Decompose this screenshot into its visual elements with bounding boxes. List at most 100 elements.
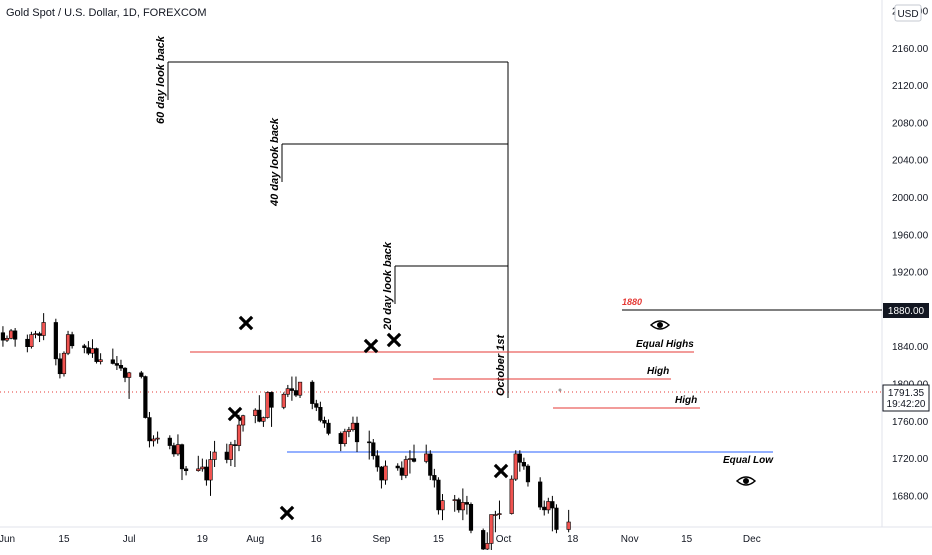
candle[interactable]	[0, 326, 6, 347]
candle[interactable]	[212, 440, 217, 467]
candle[interactable]	[171, 442, 176, 457]
candle[interactable]	[200, 458, 205, 472]
candle[interactable]	[147, 411, 152, 448]
candle[interactable]	[90, 339, 95, 358]
candle[interactable]	[98, 353, 103, 365]
candle[interactable]	[354, 416, 360, 453]
candle[interactable]	[538, 477, 543, 510]
candle[interactable]	[468, 502, 474, 534]
candle[interactable]	[375, 450, 380, 472]
candle[interactable]	[550, 495, 555, 532]
candle[interactable]	[525, 464, 531, 487]
time-axis[interactable]: Jun 15 Jul 19 Aug 16 Sep 15 Oct 18 Nov 15 Dec	[0, 534, 761, 545]
candle[interactable]	[293, 376, 299, 398]
candle[interactable]	[371, 439, 376, 460]
candle[interactable]	[29, 331, 34, 349]
candle[interactable]	[428, 450, 433, 481]
candle[interactable]	[440, 494, 445, 521]
candle[interactable]	[485, 532, 490, 550]
candle[interactable]	[183, 466, 189, 476]
candle[interactable]	[257, 395, 262, 423]
currency-selector[interactable]: USD	[894, 4, 922, 22]
candle[interactable]	[464, 495, 470, 515]
candle[interactable]	[240, 414, 246, 432]
candle[interactable]	[236, 414, 242, 452]
candle[interactable]	[110, 348, 115, 365]
candle[interactable]	[41, 313, 46, 341]
candle[interactable]	[53, 318, 58, 366]
candle[interactable]	[517, 450, 522, 472]
candle[interactable]	[554, 504, 559, 534]
candle[interactable]	[338, 431, 343, 452]
candle[interactable]	[297, 381, 303, 398]
candle[interactable]	[143, 375, 148, 419]
candle[interactable]	[542, 500, 547, 516]
candle[interactable]	[285, 384, 290, 398]
candle[interactable]	[350, 416, 356, 432]
candle[interactable]	[232, 439, 238, 467]
candle[interactable]	[342, 428, 347, 447]
candle[interactable]	[86, 341, 91, 356]
candle[interactable]	[228, 441, 233, 467]
candle[interactable]	[118, 359, 124, 371]
candle[interactable]	[139, 370, 144, 379]
candle[interactable]	[456, 497, 461, 513]
candle[interactable]	[224, 443, 229, 464]
candle[interactable]	[281, 392, 286, 410]
candle[interactable]	[493, 510, 498, 533]
candle[interactable]	[383, 460, 388, 485]
candles[interactable]	[0, 313, 571, 555]
candle[interactable]	[65, 330, 71, 356]
candle[interactable]	[310, 380, 315, 410]
candle[interactable]	[399, 461, 404, 481]
candle[interactable]	[179, 443, 185, 481]
candle[interactable]	[497, 500, 502, 520]
candle[interactable]	[8, 328, 14, 340]
candle[interactable]	[70, 331, 75, 349]
candle[interactable]	[546, 497, 551, 514]
candle[interactable]	[403, 455, 408, 479]
candle[interactable]	[4, 335, 10, 343]
candle[interactable]	[37, 331, 42, 343]
candle[interactable]	[521, 457, 526, 470]
candle[interactable]	[452, 494, 457, 512]
candle[interactable]	[289, 376, 295, 401]
candle[interactable]	[82, 343, 87, 354]
candle[interactable]	[318, 401, 323, 423]
candle[interactable]	[424, 444, 429, 464]
candle[interactable]	[155, 431, 160, 444]
candle[interactable]	[208, 451, 213, 496]
candle[interactable]	[57, 353, 63, 379]
candle[interactable]	[395, 463, 400, 471]
candle[interactable]	[122, 367, 128, 383]
candle[interactable]	[411, 444, 417, 463]
candle[interactable]	[314, 399, 319, 412]
candle[interactable]	[253, 408, 258, 424]
candle[interactable]	[481, 528, 486, 551]
candle[interactable]	[167, 435, 172, 450]
candle[interactable]	[379, 466, 384, 489]
candle[interactable]	[322, 416, 327, 428]
candle[interactable]	[436, 477, 441, 515]
candle[interactable]	[432, 468, 437, 488]
candle[interactable]	[175, 434, 181, 456]
candle[interactable]	[407, 450, 413, 474]
candle[interactable]	[127, 371, 132, 399]
candle[interactable]	[25, 334, 30, 353]
candle[interactable]	[114, 356, 119, 371]
candle[interactable]	[367, 430, 372, 460]
candle[interactable]	[61, 351, 67, 377]
candle[interactable]	[204, 459, 209, 486]
candle[interactable]	[346, 426, 351, 438]
candle[interactable]	[460, 488, 465, 521]
candle[interactable]	[326, 419, 331, 436]
candle[interactable]	[509, 475, 514, 515]
candle[interactable]	[94, 347, 99, 364]
candle[interactable]	[33, 330, 38, 339]
candle[interactable]	[196, 455, 201, 472]
candle[interactable]	[566, 509, 571, 533]
candle[interactable]	[265, 391, 270, 419]
candle[interactable]	[269, 391, 274, 427]
candle[interactable]	[261, 416, 266, 427]
